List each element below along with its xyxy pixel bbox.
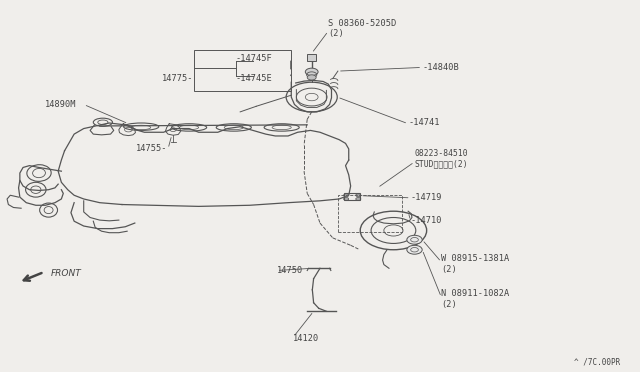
Text: 14890M: 14890M	[45, 100, 77, 109]
Circle shape	[344, 194, 349, 197]
Text: 14775-: 14775-	[162, 74, 193, 83]
Text: -14745E: -14745E	[236, 74, 273, 83]
Text: W 08915-1381A
(2): W 08915-1381A (2)	[442, 254, 509, 273]
FancyBboxPatch shape	[307, 54, 316, 61]
Circle shape	[407, 245, 422, 254]
Text: 14750: 14750	[276, 266, 303, 275]
Text: -14719: -14719	[411, 193, 442, 202]
Text: N 08911-1082A
(2): N 08911-1082A (2)	[442, 289, 509, 309]
Text: 14755-: 14755-	[136, 144, 168, 153]
Circle shape	[356, 194, 361, 197]
Circle shape	[307, 75, 316, 80]
Circle shape	[407, 235, 422, 244]
Circle shape	[305, 68, 318, 76]
Text: FRONT: FRONT	[51, 269, 81, 278]
Text: -14710: -14710	[411, 217, 442, 225]
Circle shape	[344, 198, 349, 201]
Text: -14741: -14741	[408, 119, 440, 128]
Text: ^ /7C.00PR: ^ /7C.00PR	[574, 357, 620, 366]
Text: S 08360-5205D
(2): S 08360-5205D (2)	[328, 19, 397, 38]
Text: 14120: 14120	[293, 334, 319, 343]
Text: -14745F: -14745F	[236, 54, 273, 62]
Text: -14840B: -14840B	[422, 63, 459, 72]
Text: 08223-84510
STUDスタッド(2): 08223-84510 STUDスタッド(2)	[415, 148, 468, 168]
Circle shape	[356, 198, 361, 201]
